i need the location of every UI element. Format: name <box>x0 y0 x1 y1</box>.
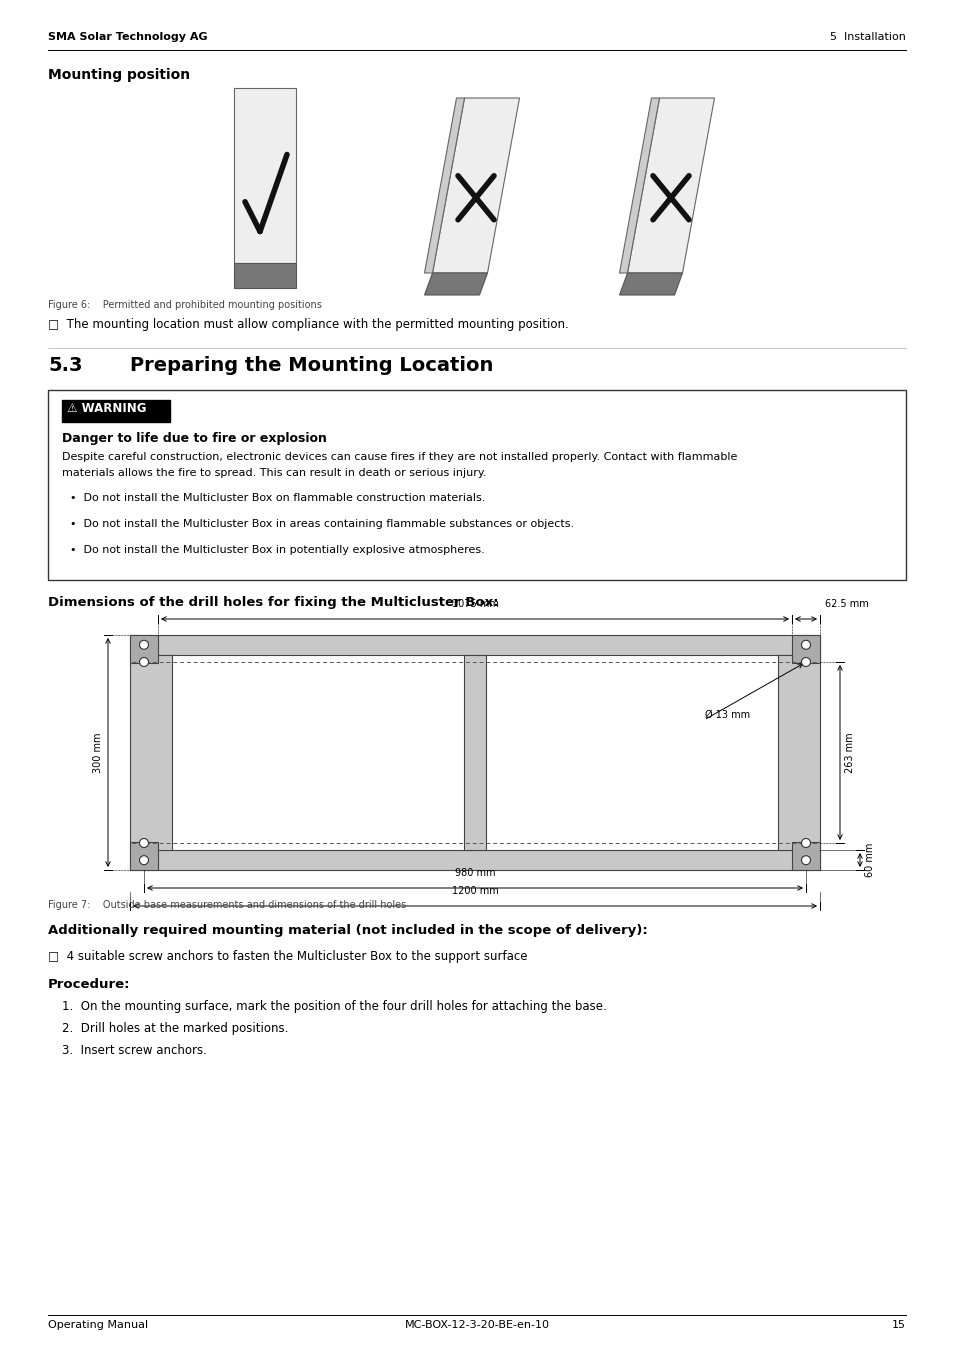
Text: Operating Manual: Operating Manual <box>48 1320 148 1330</box>
Bar <box>130 850 820 869</box>
Text: 263 mm: 263 mm <box>844 732 854 772</box>
Circle shape <box>139 657 149 667</box>
Text: Ø 13 mm: Ø 13 mm <box>704 710 749 720</box>
Polygon shape <box>627 99 714 273</box>
Bar <box>48 390 905 580</box>
Bar <box>791 634 820 663</box>
Circle shape <box>801 657 810 667</box>
Text: 300 mm: 300 mm <box>92 732 103 772</box>
Circle shape <box>139 838 149 848</box>
Text: 60 mm: 60 mm <box>864 842 874 878</box>
Circle shape <box>801 838 810 848</box>
Polygon shape <box>618 99 659 273</box>
Text: Danger to life due to fire or explosion: Danger to life due to fire or explosion <box>62 432 327 446</box>
Text: 980 mm: 980 mm <box>455 868 495 878</box>
Text: Additionally required mounting material (not included in the scope of delivery):: Additionally required mounting material … <box>48 923 647 937</box>
Text: 1075 mm: 1075 mm <box>451 599 497 609</box>
Bar <box>130 655 172 850</box>
Text: 3.  Insert screw anchors.: 3. Insert screw anchors. <box>62 1044 207 1057</box>
Text: ⚠ WARNING: ⚠ WARNING <box>67 402 147 414</box>
Polygon shape <box>424 99 464 273</box>
Bar <box>791 842 820 869</box>
Text: •  Do not install the Multicluster Box in potentially explosive atmospheres.: • Do not install the Multicluster Box in… <box>70 545 484 555</box>
Text: SMA Solar Technology AG: SMA Solar Technology AG <box>48 32 208 42</box>
Text: □  4 suitable screw anchors to fasten the Multicluster Box to the support surfac: □ 4 suitable screw anchors to fasten the… <box>48 950 527 963</box>
Text: □  The mounting location must allow compliance with the permitted mounting posit: □ The mounting location must allow compl… <box>48 319 568 331</box>
Circle shape <box>801 856 810 865</box>
Bar <box>130 634 158 663</box>
Circle shape <box>139 856 149 865</box>
Text: Despite careful construction, electronic devices can cause fires if they are not: Despite careful construction, electronic… <box>62 452 737 462</box>
Text: Dimensions of the drill holes for fixing the Multicluster Box:: Dimensions of the drill holes for fixing… <box>48 595 498 609</box>
Polygon shape <box>618 273 681 296</box>
Bar <box>233 263 295 288</box>
Text: Procedure:: Procedure: <box>48 977 131 991</box>
Bar <box>463 655 485 850</box>
Text: Figure 7:    Outside base measurements and dimensions of the drill holes: Figure 7: Outside base measurements and … <box>48 900 406 910</box>
Text: Mounting position: Mounting position <box>48 68 190 82</box>
Text: •  Do not install the Multicluster Box on flammable construction materials.: • Do not install the Multicluster Box on… <box>70 493 485 504</box>
Text: 5  Installation: 5 Installation <box>829 32 905 42</box>
Text: 2.  Drill holes at the marked positions.: 2. Drill holes at the marked positions. <box>62 1022 288 1035</box>
Text: Figure 6:    Permitted and prohibited mounting positions: Figure 6: Permitted and prohibited mount… <box>48 300 321 310</box>
Text: Preparing the Mounting Location: Preparing the Mounting Location <box>130 356 493 375</box>
Text: materials allows the fire to spread. This can result in death or serious injury.: materials allows the fire to spread. Thi… <box>62 468 486 478</box>
Text: 1.  On the mounting surface, mark the position of the four drill holes for attac: 1. On the mounting surface, mark the pos… <box>62 1000 606 1012</box>
Bar <box>130 842 158 869</box>
Text: •  Do not install the Multicluster Box in areas containing flammable substances : • Do not install the Multicluster Box in… <box>70 518 574 529</box>
Bar <box>130 634 820 655</box>
Text: 62.5 mm: 62.5 mm <box>824 599 868 609</box>
Bar <box>62 400 170 423</box>
Text: 5.3: 5.3 <box>48 356 82 375</box>
Polygon shape <box>424 273 487 296</box>
Bar <box>233 88 295 263</box>
Bar <box>778 655 820 850</box>
Circle shape <box>139 640 149 649</box>
Circle shape <box>801 640 810 649</box>
Text: MC-BOX-12-3-20-BE-en-10: MC-BOX-12-3-20-BE-en-10 <box>404 1320 549 1330</box>
Text: 1200 mm: 1200 mm <box>451 886 497 896</box>
Text: 15: 15 <box>891 1320 905 1330</box>
Polygon shape <box>432 99 519 273</box>
